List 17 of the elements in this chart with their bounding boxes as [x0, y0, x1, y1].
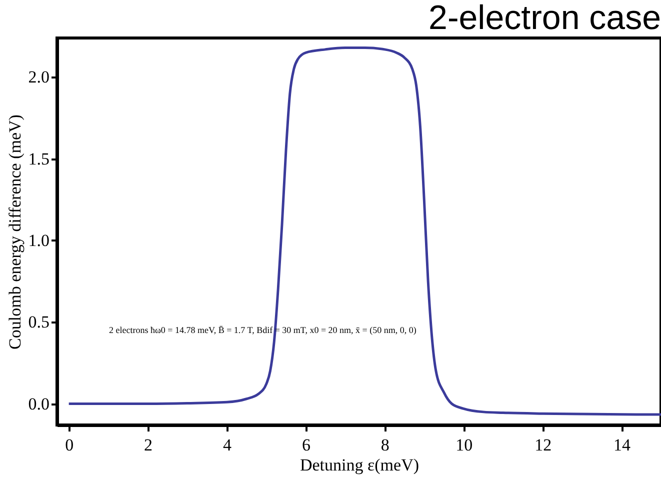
x-tick-label: 10: [456, 436, 473, 454]
x-tick-label: 0: [65, 436, 74, 454]
x-tick-label: 6: [302, 436, 310, 454]
x-tick-label: 12: [534, 436, 552, 454]
y-axis-title: Coulomb energy difference (meV): [5, 114, 24, 350]
x-tick-label: 2: [144, 436, 153, 454]
x-tick-label: 8: [380, 436, 390, 454]
y-tick-label: 0.0: [28, 394, 50, 414]
y-tick-label: 1.5: [28, 149, 50, 168]
y-tick-label: 1.0: [28, 230, 50, 250]
line-series: [68, 46, 661, 416]
chart-title: 2-electron case: [428, 0, 661, 37]
x-axis-title: Detuning ε(meV): [300, 456, 420, 474]
y-tick-label: 0.5: [28, 312, 50, 332]
y-tick-label: 2.0: [28, 68, 50, 87]
x-tick-label: 4: [223, 436, 232, 454]
x-tick-label: 14: [614, 436, 632, 454]
